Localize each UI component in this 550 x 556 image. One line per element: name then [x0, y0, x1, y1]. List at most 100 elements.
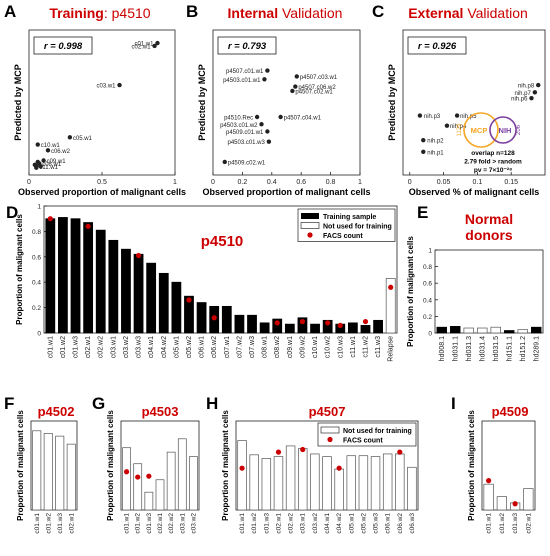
facs-marker: [239, 465, 245, 471]
panel-title: p4503: [142, 404, 179, 419]
category-label: c05.w3: [373, 513, 380, 534]
category-label: c08.w1: [262, 336, 269, 358]
legend-label: FACS count: [343, 438, 383, 445]
bar: [322, 456, 332, 511]
facs-marker: [275, 449, 282, 455]
bar: [334, 468, 344, 511]
plot-frame: [30, 420, 78, 511]
point-label: c01.w1: [134, 42, 154, 48]
bar: [272, 318, 283, 334]
venn-mcp-circle: [463, 112, 499, 148]
correlation-label: r = 0.793: [228, 41, 267, 52]
facs-marker: [299, 318, 306, 325]
category-label: c05.w2: [186, 336, 193, 358]
point-label: nih.p6: [511, 97, 528, 103]
bar: [43, 433, 53, 511]
panel-title: External Validation: [408, 5, 528, 21]
x-tick-label: 0.6: [296, 179, 306, 186]
data-point: [266, 139, 272, 144]
category-label: c01.w1: [239, 513, 246, 534]
bar: [155, 479, 165, 511]
category-label: c11.w2: [362, 336, 369, 358]
point-label: nih.p7: [514, 91, 531, 97]
bar: [189, 456, 198, 511]
point-label: nih.p8: [518, 84, 535, 90]
y-axis-label: Predicted by MCP: [387, 64, 397, 141]
category-label: c05.w1: [348, 513, 355, 534]
bar: [385, 278, 396, 334]
y-tick-label: 0.4: [423, 297, 432, 304]
category-label: c10.w1: [312, 336, 319, 358]
bar: [310, 453, 320, 511]
bar: [177, 438, 187, 511]
bar: [373, 319, 383, 334]
category-label: c06.w1: [199, 336, 206, 358]
y-tick-label: 0.2: [423, 314, 432, 321]
panel-title-part: Training: [49, 5, 103, 21]
category-label: c02.w1: [68, 513, 75, 534]
facs-marker: [47, 216, 53, 222]
x-tick-label: 1: [358, 179, 362, 186]
data-point: [293, 84, 298, 89]
category-label: c05.w1: [173, 336, 180, 358]
bar: [247, 314, 257, 334]
category-label: c06.w3: [409, 513, 416, 534]
bar: [70, 218, 81, 334]
bar: [184, 295, 194, 334]
category-label: c02.w1: [85, 336, 92, 358]
legend-box: [317, 422, 417, 447]
bar: [496, 496, 507, 511]
facs-marker: [135, 474, 141, 480]
data-point: [265, 68, 270, 73]
category-label: c02.w1: [275, 513, 282, 534]
category-label: c03.w1: [110, 336, 117, 358]
panel-letter: H: [206, 394, 218, 413]
panel-title: p4509: [492, 404, 529, 419]
x-tick-label: 0.5: [97, 179, 107, 186]
bar: [358, 455, 369, 511]
category-label: c01.w3: [146, 513, 153, 534]
category-label: c07.w3: [249, 336, 256, 358]
category-label: c01.w2: [60, 336, 67, 358]
legend-swatch-facs: [307, 232, 313, 238]
x-tick-label: 0.1: [473, 179, 483, 186]
point-label: p4510.Rec: [224, 116, 253, 122]
data-point: [67, 135, 73, 140]
data-point: [444, 123, 450, 128]
panel-title-part: External: [408, 5, 463, 21]
venn-mcp-label: MCP: [471, 126, 488, 135]
category-label: c01.w2: [45, 513, 52, 534]
panel-letter: E: [417, 203, 428, 222]
panel-letter: G: [92, 394, 105, 413]
venn-nih-circle: [489, 116, 517, 144]
point-label: nih.p5: [460, 114, 477, 120]
panel-title-part: : p4510: [104, 5, 151, 21]
category-label: c07.w2: [236, 336, 243, 358]
data-point: [454, 113, 460, 118]
category-label: c10.w2: [325, 336, 332, 358]
category-label: c09.w2: [299, 336, 306, 358]
data-point: [532, 90, 538, 95]
y-axis-label: Proportion of malignant cells: [106, 410, 115, 521]
category-label: hd008.1: [439, 336, 446, 361]
point-label: nih.p4: [450, 124, 467, 130]
legend-swatch-training: [301, 213, 319, 219]
legend-label: Training sample: [323, 214, 376, 221]
category-label: hd031.5: [493, 336, 500, 361]
bar: [284, 323, 295, 334]
category-label: c04.w1: [324, 513, 331, 534]
bar: [146, 262, 157, 334]
facs-marker: [336, 465, 342, 471]
bar: [196, 302, 207, 334]
category-label: c01.w3: [73, 336, 80, 358]
facs-marker: [146, 473, 152, 479]
point-label: c02.w1: [132, 44, 152, 50]
y-tick-label: 1: [37, 204, 41, 211]
bar: [83, 222, 94, 334]
y-axis-label: Predicted by MCP: [13, 64, 23, 141]
panel-title: Internal Validation: [228, 5, 343, 21]
data-point: [421, 138, 426, 143]
point-label: nih.p1: [427, 150, 444, 156]
point-label: c05.w1: [73, 136, 93, 142]
category-label: c04.w1: [148, 336, 155, 358]
